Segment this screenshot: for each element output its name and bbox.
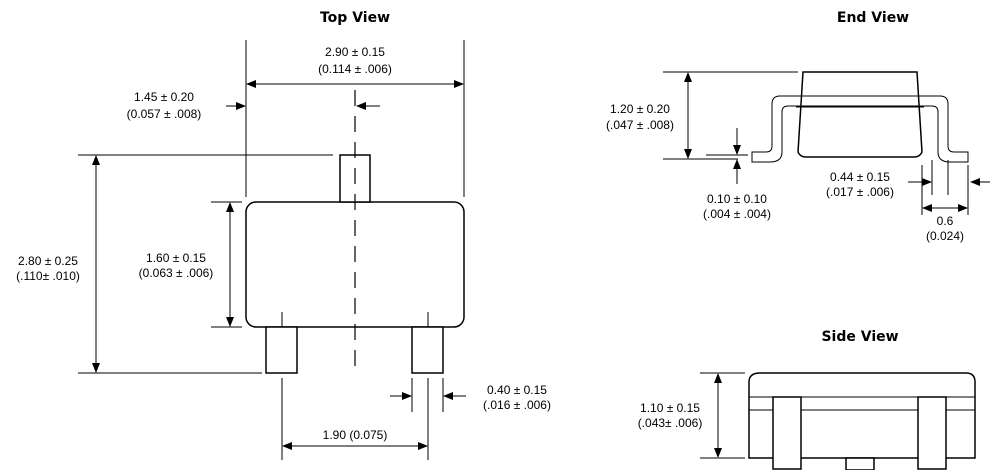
- dim-pitch: 1.90 (0.075): [323, 428, 388, 442]
- end-view-leads: [751, 95, 969, 163]
- dim-body-width-in: (0.063 ± .006): [139, 266, 214, 280]
- top-view-title: Top View: [320, 10, 390, 26]
- end-view-title: End View: [837, 10, 909, 26]
- dim-side-height-in: (.043± .006): [638, 416, 703, 430]
- dim-total-height-in: (.110± .010): [16, 269, 80, 283]
- dim-lead-width-mm: 0.40 ± 0.15: [487, 383, 547, 397]
- dim-standoff-in: (.004 ± .004): [703, 207, 771, 221]
- dim-length-mm: 2.90 ± 0.15: [325, 45, 385, 59]
- side-view: Side View 1.10 ± 0.15 (.043± .006): [638, 329, 976, 470]
- dim-offset-in: (0.057 ± .008): [127, 107, 202, 121]
- top-view: Top View 2.90 ± 0.15 (0.114 ± .006) 1.45…: [16, 10, 551, 460]
- dim-length-in: (0.114 ± .006): [318, 62, 392, 76]
- dim-total-height-mm: 2.80 ± 0.25: [18, 254, 78, 268]
- side-view-lead-center: [845, 457, 875, 470]
- dim-lead-thickness-mm: 0.44 ± 0.15: [830, 170, 890, 184]
- top-view-lead-bottom-right: [411, 326, 444, 374]
- dim-foot-mm: 0.6: [937, 214, 954, 228]
- dim-foot-in: (0.024): [926, 229, 964, 243]
- side-view-lead-right: [917, 396, 947, 470]
- end-view: End View 1.20 ± 0.20 (.047 ± .008) 0.10 …: [606, 10, 990, 243]
- dim-lead-width-in: (.016 ± .006): [483, 398, 551, 412]
- dim-side-height-mm: 1.10 ± 0.15: [640, 401, 700, 415]
- side-view-lead-left: [772, 396, 802, 470]
- dim-offset-mm: 1.45 ± 0.20: [134, 90, 194, 104]
- side-view-title: Side View: [821, 329, 898, 345]
- dim-end-height-in: (.047 ± .008): [606, 118, 674, 132]
- dim-body-width-mm: 1.60 ± 0.15: [146, 251, 206, 265]
- end-view-body: [797, 71, 923, 158]
- top-view-lead-bottom-left: [265, 326, 298, 374]
- dim-lead-thickness-in: (.017 ± .006): [826, 185, 894, 199]
- dim-standoff-mm: 0.10 ± 0.10: [707, 192, 767, 206]
- dim-end-height-mm: 1.20 ± 0.20: [610, 102, 670, 116]
